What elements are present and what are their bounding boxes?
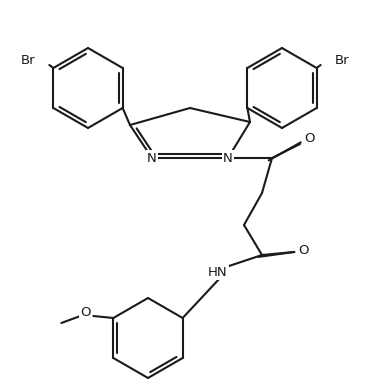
Text: N: N	[223, 151, 233, 165]
Text: HN: HN	[208, 265, 228, 278]
Text: Br: Br	[335, 54, 349, 66]
Text: O: O	[305, 131, 315, 145]
Text: O: O	[80, 307, 91, 319]
Text: Br: Br	[21, 54, 36, 66]
Text: N: N	[147, 151, 157, 165]
Text: O: O	[299, 244, 309, 256]
